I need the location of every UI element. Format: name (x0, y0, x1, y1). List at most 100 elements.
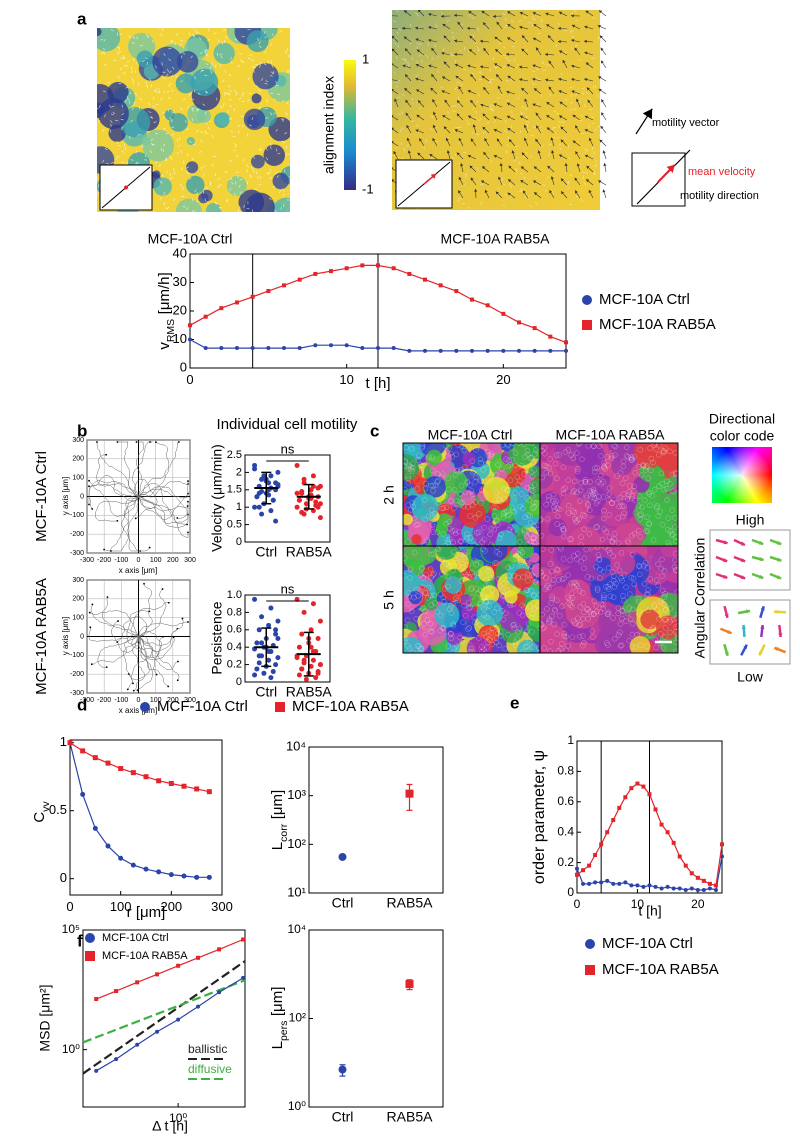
motility-arrow-head (508, 139, 512, 143)
axis-label: y axis [μm] (61, 477, 70, 515)
tile-blob (495, 530, 517, 546)
texture (580, 114, 583, 118)
motility-arrow-head (560, 126, 564, 130)
motility-arrow-head (550, 176, 554, 180)
cell-texture (443, 520, 449, 527)
texture (398, 113, 401, 116)
texture (118, 145, 122, 147)
x-tick-label: 300 (184, 557, 196, 564)
cell-texture (414, 486, 421, 492)
cell-texture (451, 549, 457, 555)
texture (247, 99, 251, 102)
dot (254, 666, 260, 672)
dot (317, 662, 323, 668)
cell-texture (672, 550, 678, 557)
cell-texture (561, 630, 567, 637)
texture (182, 205, 186, 208)
motility-arrow-head (417, 100, 421, 104)
texture (458, 96, 460, 100)
legend-marker (85, 933, 95, 943)
texture (573, 108, 577, 110)
axis-label-part: [μm/h] (156, 272, 173, 314)
y-tick-label: 1.5 (227, 484, 242, 496)
cell-texture (430, 572, 436, 579)
trajectory-end (154, 441, 157, 444)
cell-texture (493, 635, 500, 641)
motility-arrow-head (429, 154, 433, 157)
tile-blob (575, 443, 606, 472)
cell-texture (439, 571, 445, 577)
cell-texture (427, 566, 434, 572)
cell-texture (454, 467, 460, 474)
texture (251, 117, 254, 121)
motility-arrow-head (483, 87, 487, 91)
motility-arrow-head (588, 137, 592, 141)
cell-texture (621, 597, 627, 604)
texture (185, 166, 189, 169)
texture (205, 187, 208, 190)
cell-texture (540, 474, 546, 481)
texture (461, 23, 464, 27)
tile-blob (462, 452, 476, 466)
data-point (470, 348, 474, 353)
cell-texture (477, 456, 484, 463)
tile-blob (460, 490, 476, 505)
motility-arrow-head (392, 88, 394, 92)
cell-texture (471, 573, 478, 580)
legend-marker (582, 295, 592, 305)
cell-texture (575, 615, 581, 622)
correlation-arrow-head (743, 644, 748, 649)
cell-texture (574, 583, 580, 589)
texture (429, 128, 433, 131)
motility-arrow-head (454, 129, 458, 133)
cell-texture (419, 565, 425, 571)
tile-blob (461, 605, 476, 621)
cell-texture (500, 593, 506, 599)
motility-arrow-head (415, 26, 418, 30)
cell-texture (403, 459, 409, 465)
correlation-arrow-head (741, 558, 746, 563)
motility-arrow-head (467, 26, 470, 31)
cell-texture (433, 514, 439, 520)
x-tick-label: RAB5A (387, 1109, 434, 1125)
motility-arrow-head (415, 129, 419, 133)
cell-texture (606, 586, 612, 592)
tile-blob (540, 469, 553, 489)
motility-arrow-head (481, 75, 485, 79)
cell-texture (461, 464, 468, 470)
x-tick-label: RAB5A (286, 544, 333, 560)
y-tick-label: 0 (60, 870, 67, 885)
texture (532, 126, 536, 128)
motility-arrow-head (496, 21, 500, 25)
texture (137, 82, 140, 86)
motility-arrow-head (546, 102, 550, 105)
texture (395, 85, 399, 88)
texture (541, 60, 544, 64)
texture (288, 70, 290, 74)
texture (269, 43, 272, 47)
cell-texture (585, 616, 591, 622)
motility-arrow-head (560, 178, 564, 182)
data-point (532, 326, 537, 331)
data-point (181, 783, 187, 789)
cell-texture (484, 645, 490, 651)
motility-arrow-head (535, 139, 539, 143)
cell-texture (584, 574, 591, 580)
cell-texture (601, 594, 607, 601)
cell-texture (590, 634, 596, 640)
cell-texture (543, 501, 549, 508)
texture (254, 188, 258, 191)
cell-texture (477, 600, 484, 607)
texture (540, 93, 542, 97)
tile-blob (531, 562, 540, 578)
texture (524, 152, 528, 155)
cell-texture (548, 638, 554, 645)
data-point (671, 840, 676, 845)
data-point (575, 872, 579, 877)
motility-arrow-head (601, 112, 605, 116)
cell-texture (667, 619, 673, 625)
texture (233, 108, 235, 112)
cell-texture (619, 577, 625, 584)
cell-texture (617, 621, 624, 627)
texture (121, 150, 125, 153)
